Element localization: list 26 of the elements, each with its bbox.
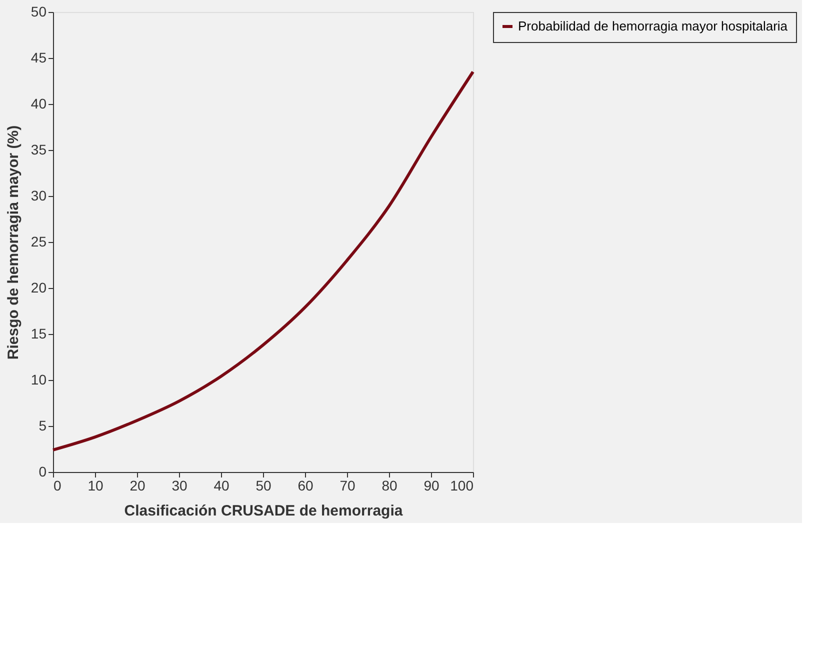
legend-label: Probabilidad de hemorragia mayor hospitalaria <box>518 18 788 34</box>
x-tick-label: 60 <box>298 478 314 494</box>
y-tick-label: 45 <box>30 50 47 66</box>
x-tick-label: 20 <box>130 478 146 494</box>
y-tick-label: 20 <box>30 280 47 296</box>
y-tick-label: 5 <box>38 418 47 434</box>
x-tick-label: 70 <box>340 478 356 494</box>
y-tick-label: 10 <box>30 372 47 388</box>
y-tick-label: 15 <box>30 326 47 342</box>
y-tick-label: 30 <box>30 188 47 204</box>
y-tick-label: 50 <box>30 4 47 20</box>
y-axis-title: Riesgo de hemorragia mayor (%) <box>4 125 22 360</box>
x-tick-label: 100 <box>450 478 474 494</box>
x-tick-label: 90 <box>424 478 440 494</box>
x-tick-label: 0 <box>54 478 62 494</box>
y-tick-label: 40 <box>30 96 47 112</box>
x-axis-title: Clasificación CRUSADE de hemorragia <box>124 502 404 520</box>
x-tick-label: 10 <box>88 478 104 494</box>
line-series <box>52 70 474 452</box>
y-tick-label: 25 <box>30 234 47 250</box>
x-tick-label: 40 <box>214 478 230 494</box>
y-tick-label: 35 <box>30 142 47 158</box>
x-tick-label: 50 <box>256 478 272 494</box>
x-tick-label: 80 <box>382 478 398 494</box>
x-tick-label: 30 <box>172 478 188 494</box>
y-tick-label: 0 <box>38 464 47 480</box>
